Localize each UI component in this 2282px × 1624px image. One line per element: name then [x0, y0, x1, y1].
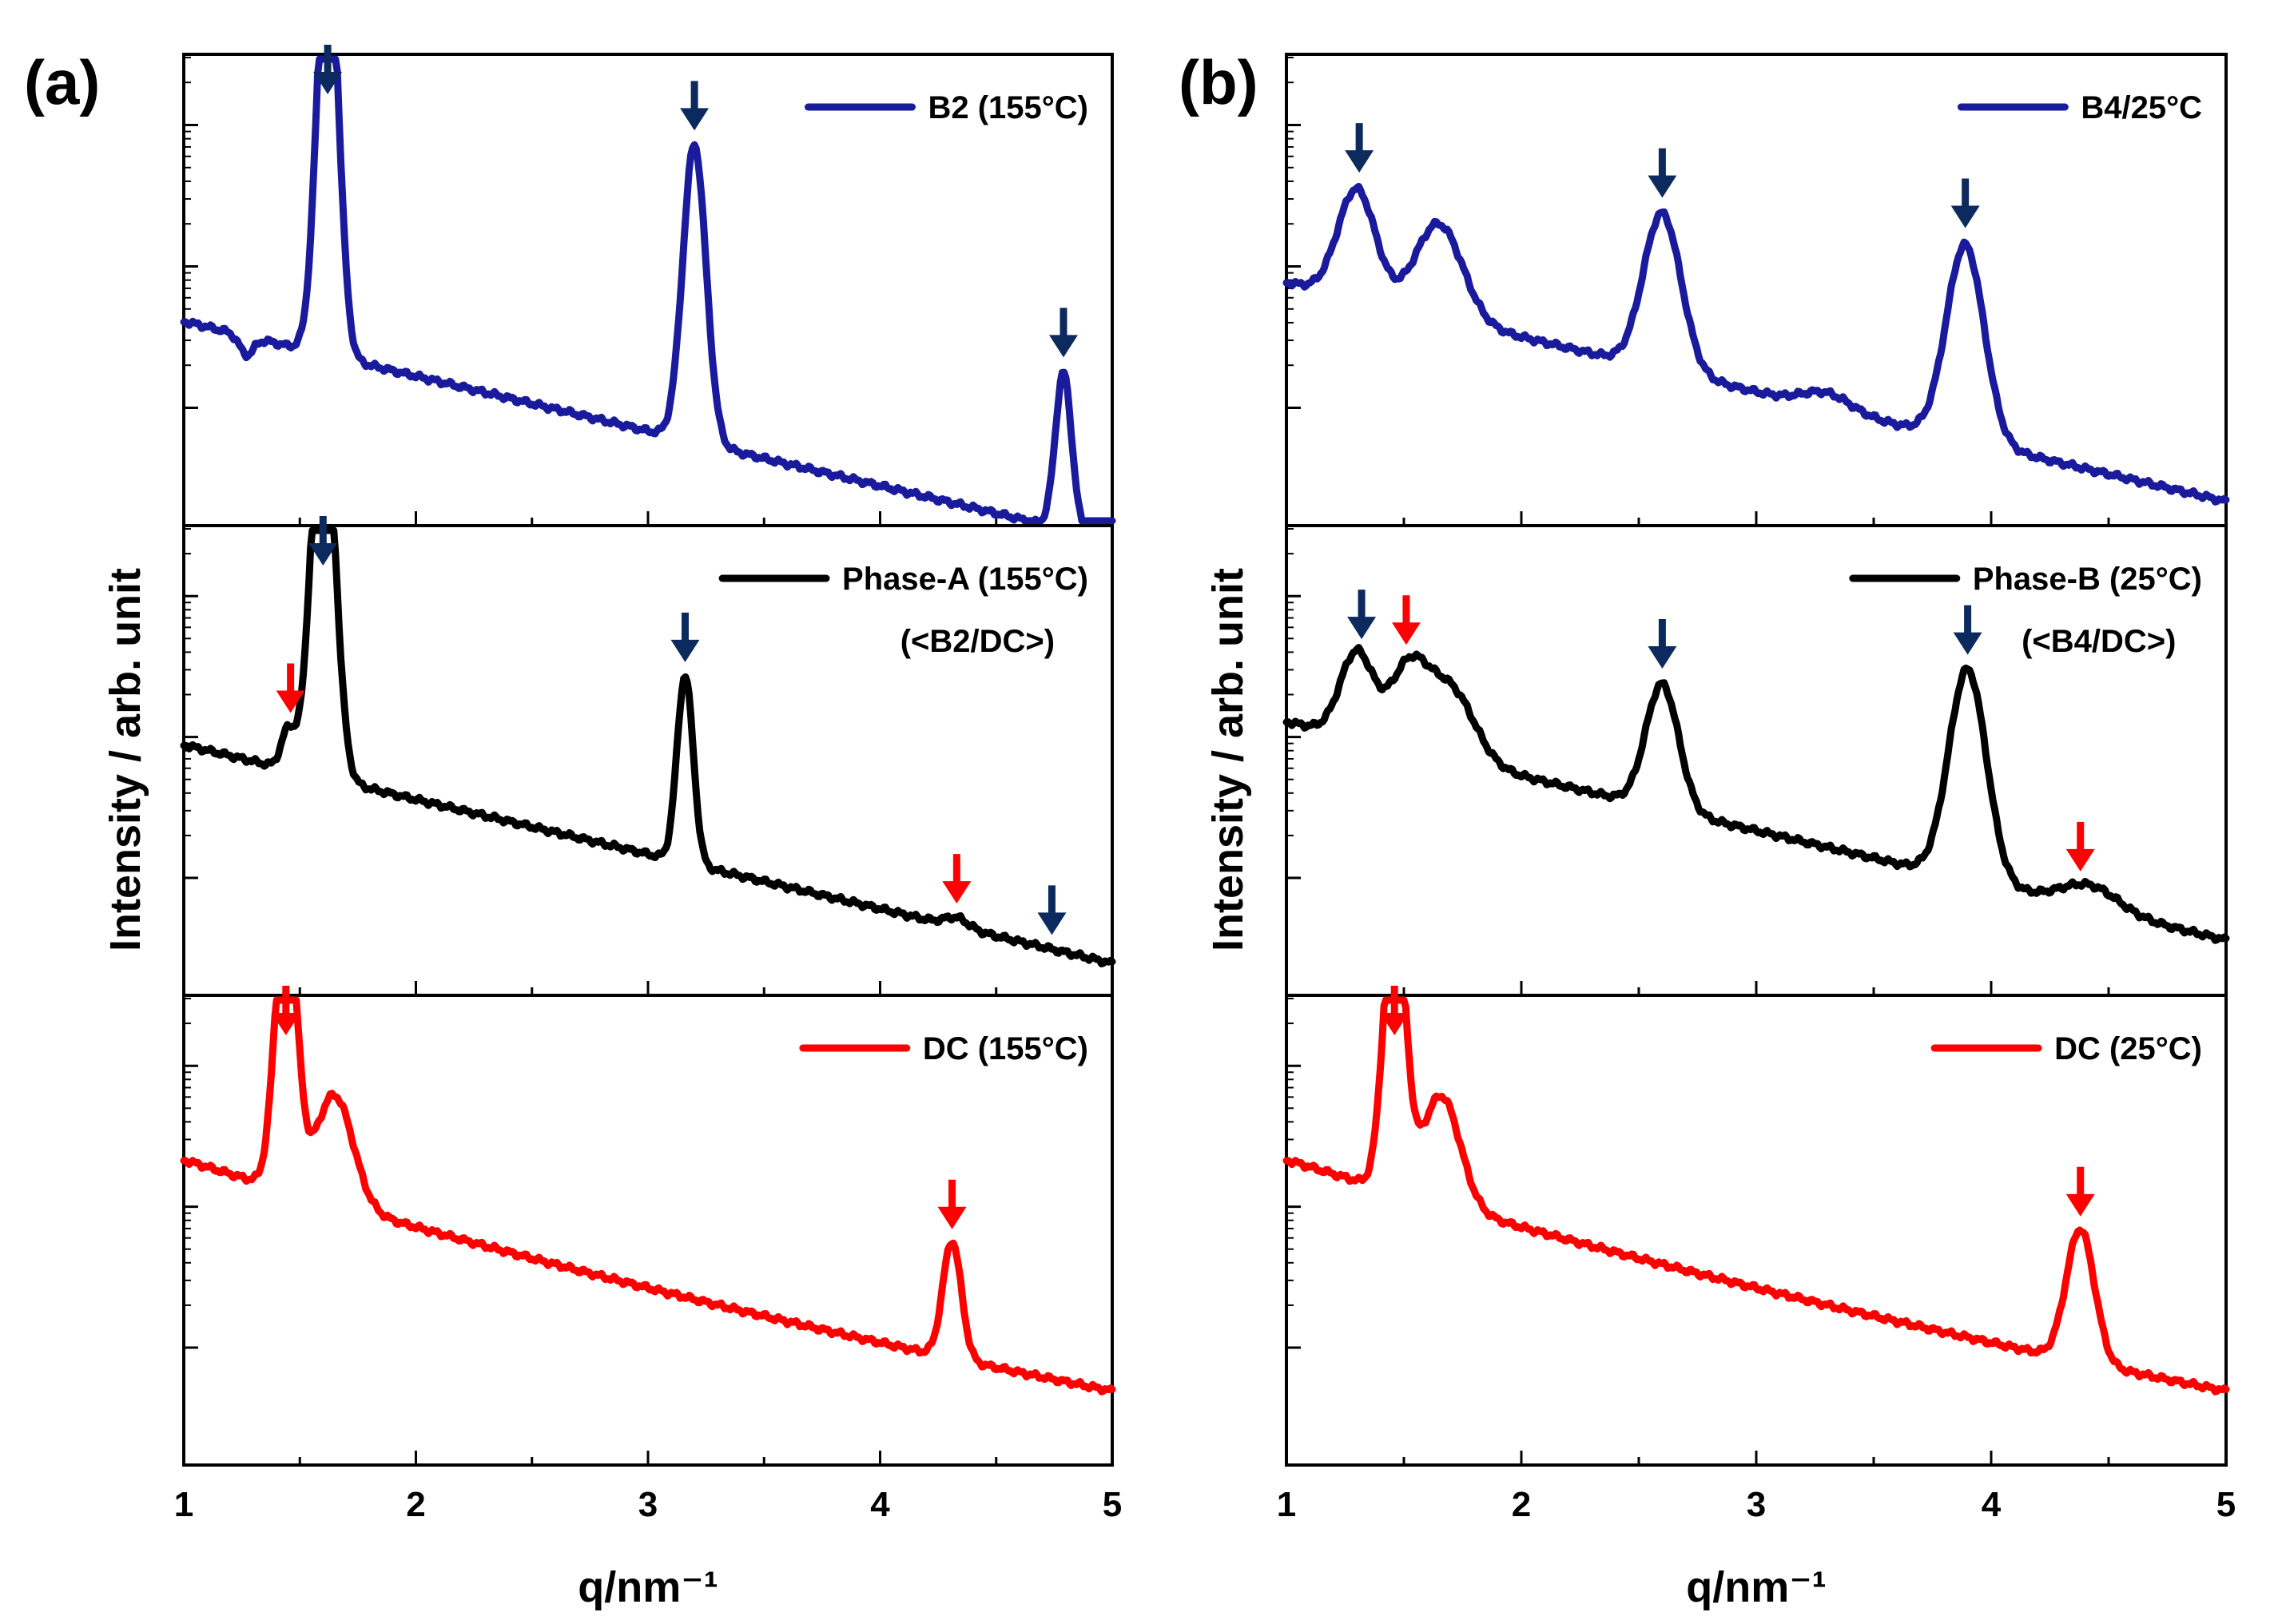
x-axis-label: q/nm⁻¹: [578, 1563, 718, 1611]
panel-label: (b): [1179, 47, 1258, 117]
x-tick-label: 3: [638, 1485, 658, 1524]
arrow-head: [308, 543, 338, 566]
arrow-head: [1648, 646, 1677, 669]
subplot-1: Phase-A (155°C) (<B2/DC>): [180, 516, 1116, 997]
x-tick-label: 4: [870, 1485, 890, 1524]
legend: Phase-B (25°C) (<B4/DC>): [1849, 562, 2202, 659]
legend-label: DC (25°C): [2054, 1031, 2202, 1066]
arrow-head: [1950, 205, 1980, 228]
subplot-0: B4/25°C: [1282, 53, 2230, 527]
arrow-head: [680, 108, 710, 131]
arrow-head: [2065, 848, 2095, 872]
panel-label: (a): [24, 47, 100, 117]
arrow-head: [271, 1013, 300, 1035]
peak-marker-arrow: [680, 81, 710, 131]
arrow-head: [1347, 617, 1377, 640]
legend: DC (155°C): [799, 1031, 1088, 1066]
peak-marker-arrow: [1950, 178, 1980, 228]
arrow-head: [1048, 335, 1078, 358]
peak-marker-arrow: [271, 986, 300, 1035]
legend-note: (<B4/DC>): [2022, 624, 2176, 659]
peak-marker-arrow: [1648, 148, 1677, 198]
y-axis-label: Intensity / arb. unit: [101, 568, 149, 951]
legend: Phase-A (155°C) (<B2/DC>): [718, 562, 1088, 659]
peak-marker-arrow: [276, 663, 305, 713]
peak-marker-arrow: [1048, 308, 1078, 358]
subplot-2: DC (25°C): [1282, 986, 2230, 1467]
series-line-red: [1282, 996, 2230, 1396]
legend-label: Phase-A (155°C): [842, 562, 1088, 597]
legend: DC (25°C): [1930, 1031, 2202, 1066]
subplot-1: Phase-B (25°C) (<B4/DC>): [1282, 524, 2230, 997]
peak-marker-arrow: [308, 516, 338, 566]
arrow-head: [2065, 1193, 2095, 1217]
x-tick-label: 3: [1747, 1485, 1766, 1524]
peak-marker-arrow: [2065, 1166, 2095, 1217]
series-line-black: [1282, 644, 2230, 944]
arrow-head: [1037, 912, 1067, 935]
legend: B2 (155°C): [804, 90, 1088, 125]
legend-note: (<B2/DC>): [900, 624, 1055, 659]
x-tick-label: 1: [174, 1485, 193, 1524]
y-axis-label: Intensity / arb. unit: [1204, 568, 1252, 951]
legend: B4/25°C: [1957, 90, 2202, 125]
x-tick-label: 2: [1512, 1485, 1531, 1524]
arrow-head: [1953, 632, 1982, 655]
x-tick-label: 4: [1982, 1485, 2002, 1524]
x-tick-label: 1: [1277, 1485, 1296, 1524]
arrow-head: [1648, 175, 1677, 198]
subplot-0: B2 (155°C): [180, 45, 1116, 527]
x-tick-label: 2: [406, 1485, 425, 1524]
arrow-head: [1391, 622, 1421, 645]
series-line-black: [180, 526, 1116, 967]
peak-marker-arrow: [937, 1179, 967, 1229]
arrow-head: [942, 881, 972, 904]
peak-marker-arrow: [1037, 885, 1067, 935]
legend-label: B4/25°C: [2081, 90, 2202, 125]
peak-marker-arrow: [1380, 986, 1409, 1035]
x-axis-label: q/nm⁻¹: [1686, 1563, 1826, 1611]
x-tick-label: 5: [1103, 1485, 1122, 1524]
peak-marker-arrow: [670, 612, 700, 662]
peak-marker-arrow: [1345, 123, 1374, 173]
peak-marker-arrow: [1347, 590, 1377, 640]
series-line-red: [180, 996, 1116, 1396]
peak-marker-arrow: [313, 45, 343, 94]
panel-b: (b) Intensity / arb. unit q/nm⁻¹ 1 2 3 4 5 B4/25…: [1179, 47, 2236, 1611]
arrow-head: [670, 639, 700, 662]
peak-marker-arrow: [942, 854, 972, 904]
arrow-head: [1345, 150, 1374, 173]
series-line-blue: [1282, 182, 2230, 506]
x-tick-label: 5: [2216, 1485, 2236, 1524]
peak-marker-arrow: [2065, 821, 2095, 872]
arrow-head: [937, 1206, 967, 1229]
arrow-head: [313, 72, 343, 94]
peak-marker-arrow: [1648, 619, 1677, 669]
arrow-head: [1380, 1013, 1409, 1035]
arrow-head: [276, 690, 305, 713]
panel-a: (a) Intensity / arb. unit q/nm⁻¹ 1 2 3 4 5 B2 (1…: [24, 45, 1122, 1611]
legend-label: DC (155°C): [923, 1031, 1088, 1066]
series-line-blue: [180, 55, 1116, 525]
legend-label: B2 (155°C): [928, 90, 1088, 125]
peak-marker-arrow: [1953, 605, 1982, 655]
peak-marker-arrow: [1391, 595, 1421, 645]
subplot-2: DC (155°C): [180, 986, 1116, 1467]
legend-label: Phase-B (25°C): [1973, 562, 2202, 597]
